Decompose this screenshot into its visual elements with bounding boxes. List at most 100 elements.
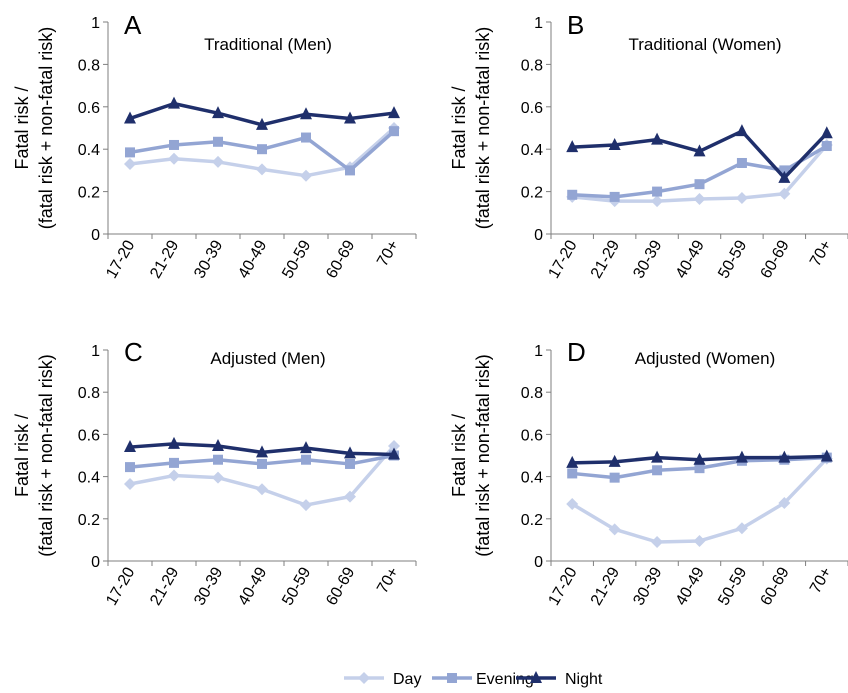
y-tick-label: 0.2 <box>521 512 543 529</box>
x-tick-label: 60-69 <box>758 564 793 608</box>
y-tick-label: 0.8 <box>521 385 543 402</box>
data-point-day <box>212 155 224 168</box>
y-tick-label: 0.6 <box>78 427 100 444</box>
chart-panel-c: 0 0.2 0.4 0.6 0.8 1 17-20 21-29 30-39 40-49 50-59 6… <box>12 337 417 608</box>
data-point-evening <box>213 454 223 465</box>
x-tick-label: 17-20 <box>103 564 138 608</box>
data-point-day <box>344 490 356 503</box>
panel-letter: C <box>124 337 143 367</box>
data-point-night <box>388 447 400 460</box>
y-tick-label: 0.4 <box>78 470 100 487</box>
x-tick-label: 17-20 <box>103 237 138 281</box>
data-point-evening <box>345 165 355 176</box>
data-point-night <box>168 436 180 449</box>
y-tick-label: 0.8 <box>78 385 100 402</box>
x-tick-label: 21-29 <box>588 237 623 281</box>
chart-panel-a: 0 0.2 0.4 0.6 0.8 1 17-20 21-29 30-39 40-49 50-59 6… <box>12 10 417 281</box>
data-point-day <box>168 152 180 165</box>
data-point-evening <box>779 165 790 176</box>
data-point-evening <box>567 189 578 200</box>
x-tick-label: 70+ <box>374 565 402 597</box>
data-point-day <box>693 193 706 206</box>
panel-letter: A <box>124 10 142 40</box>
data-point-evening <box>652 465 663 476</box>
data-point-day <box>168 469 180 482</box>
y-tick-label: 0 <box>534 554 543 571</box>
y-tick-label: 0.6 <box>521 100 543 117</box>
x-tick-label: 30-39 <box>630 564 665 608</box>
data-point-evening <box>652 186 663 197</box>
y-axis-label: (fatal risk + non-fatal risk) <box>36 27 56 230</box>
data-point-day <box>212 471 224 484</box>
y-tick-label: 0 <box>91 554 100 571</box>
x-tick-label: 40-49 <box>673 237 708 281</box>
y-tick-label: 0.8 <box>521 57 543 74</box>
data-point-day <box>778 187 791 200</box>
x-tick-label: 50-59 <box>715 237 750 281</box>
data-point-night <box>256 445 268 458</box>
data-point-night <box>124 440 136 453</box>
data-point-night <box>820 126 833 139</box>
data-point-evening <box>301 132 311 143</box>
data-point-night <box>300 441 312 454</box>
data-point-evening <box>736 157 747 168</box>
chart-title: Traditional (Women) <box>628 35 781 54</box>
data-point-day <box>124 158 136 171</box>
x-tick-label: 40-49 <box>673 564 708 608</box>
y-tick-label: 0.2 <box>521 185 543 202</box>
data-point-night <box>820 449 833 462</box>
data-point-night <box>388 106 400 119</box>
legend-marker-diamond <box>358 672 370 684</box>
data-point-evening <box>257 144 267 155</box>
x-tick-label: 50-59 <box>279 564 314 608</box>
data-point-night <box>693 452 706 465</box>
panel-letter: B <box>567 10 584 40</box>
data-point-day <box>651 195 664 208</box>
y-tick-label: 0.4 <box>521 470 543 487</box>
data-point-night <box>608 137 621 150</box>
data-point-night <box>566 140 579 153</box>
data-point-evening <box>257 458 267 469</box>
x-tick-label: 50-59 <box>715 564 750 608</box>
data-point-day <box>388 440 400 453</box>
y-tick-label: 0.6 <box>78 100 100 117</box>
x-tick-label: 17-20 <box>545 237 580 281</box>
data-point-evening <box>301 454 311 465</box>
chart-panel-b: 0 0.2 0.4 0.6 0.8 1 17-20 21-29 30-39 40-49 50-59 6… <box>449 10 848 281</box>
data-point-evening <box>389 126 399 137</box>
y-axis-label: (fatal risk + non-fatal risk) <box>473 354 493 557</box>
chart-title: Adjusted (Women) <box>635 349 775 368</box>
legend-item-evening: Evening <box>432 671 534 688</box>
y-tick-label: 0.2 <box>78 512 100 529</box>
chart-title: Adjusted (Men) <box>210 349 325 368</box>
data-point-evening <box>125 147 135 158</box>
data-point-night <box>344 446 356 459</box>
data-point-night <box>256 117 268 130</box>
data-point-evening <box>694 179 705 190</box>
data-point-evening <box>567 468 578 479</box>
legend-label: Day <box>393 671 421 688</box>
data-point-night <box>735 450 748 463</box>
y-tick-label: 0.2 <box>78 185 100 202</box>
data-point-evening <box>609 472 620 483</box>
legend-label: Night <box>565 671 603 688</box>
legend-item-day: Day <box>344 671 421 688</box>
y-axis-label: Fatal risk / <box>449 414 469 497</box>
x-tick-label: 21-29 <box>147 237 182 281</box>
x-tick-label: 70+ <box>807 565 835 597</box>
chart-title: Traditional (Men) <box>204 35 332 54</box>
data-point-evening <box>694 463 705 474</box>
x-tick-label: 60-69 <box>323 237 358 281</box>
y-tick-label: 1 <box>534 15 543 32</box>
data-point-evening <box>213 136 223 147</box>
data-point-night <box>212 106 224 119</box>
legend-marker-triangle <box>530 671 542 683</box>
y-axis-label: Fatal risk / <box>12 414 32 497</box>
data-point-night <box>651 132 664 145</box>
x-tick-label: 30-39 <box>191 237 226 281</box>
legend-item-night: Night <box>516 671 603 688</box>
legend-marker-square <box>447 673 457 683</box>
x-tick-label: 50-59 <box>279 237 314 281</box>
data-point-evening <box>345 458 355 469</box>
y-tick-label: 0.4 <box>521 142 543 159</box>
